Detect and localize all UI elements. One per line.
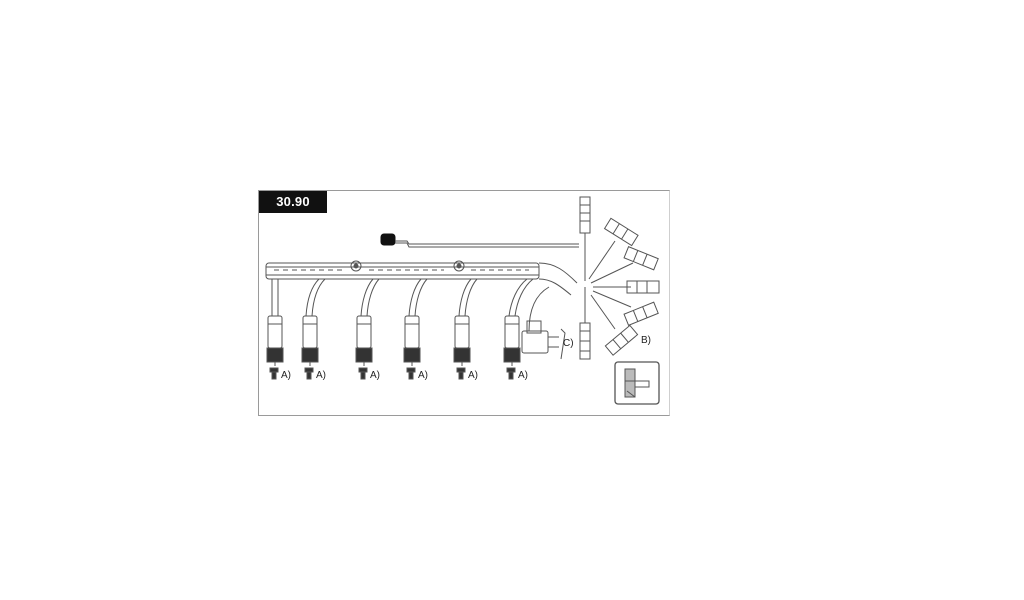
inset-detail-box (614, 361, 660, 405)
spark-plug-boot-6 (503, 278, 534, 366)
label-a-2: A) (316, 370, 326, 381)
label-c: C) (563, 338, 574, 349)
label-a-1: A) (281, 370, 291, 381)
ignition-wire-set-drawing: A) A) A) A) A) A) C) B) (265, 196, 660, 405)
coil-connector-c (521, 286, 566, 360)
spark-plug-boot-3 (355, 278, 380, 366)
bolt-icons (269, 367, 516, 380)
spark-plug-boot-5 (453, 278, 478, 366)
spark-plug-boot-4 (403, 278, 428, 366)
spark-plug-boot-2 (301, 278, 326, 366)
top-plug-connector (579, 196, 591, 281)
label-a-6: A) (518, 370, 528, 381)
spark-plug-boot-1 (266, 279, 284, 366)
label-a-5: A) (468, 370, 478, 381)
label-a-4: A) (418, 370, 428, 381)
label-b: B) (641, 335, 651, 346)
sensor-connector (380, 233, 579, 248)
plug-connectors-b (588, 217, 660, 356)
diagram-panel: 30.90 (258, 190, 670, 416)
wire-loom-bar (265, 260, 578, 296)
label-a-3: A) (370, 370, 380, 381)
bottom-plug-connector (579, 287, 591, 360)
part-number-badge: 30.90 (259, 191, 327, 213)
